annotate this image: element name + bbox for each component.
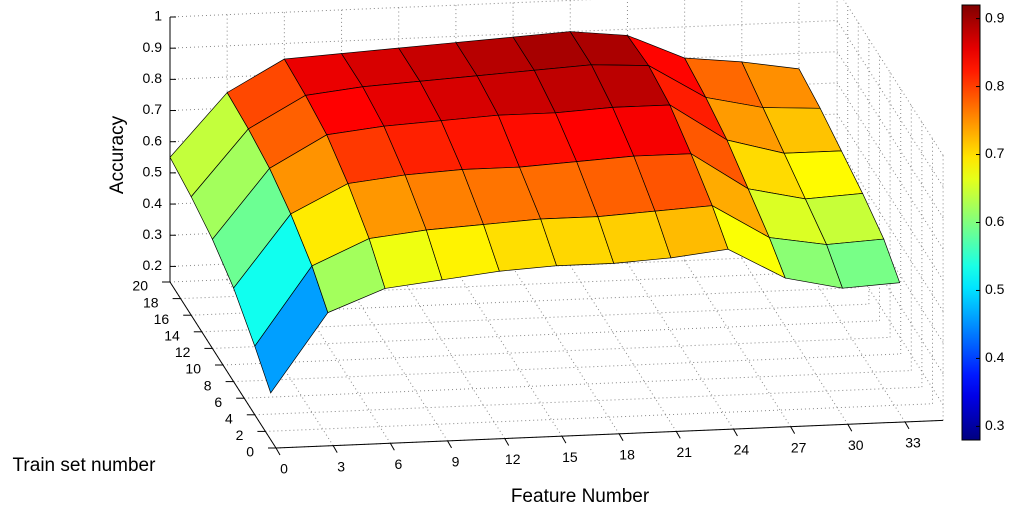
x-tick bbox=[675, 431, 681, 439]
x-tick-label: 24 bbox=[734, 442, 750, 458]
y-tick-label: 6 bbox=[214, 394, 222, 410]
x-tick-label: 15 bbox=[562, 449, 578, 465]
grid-line bbox=[627, 262, 734, 430]
y-tick-label: 14 bbox=[164, 328, 180, 344]
x-tick bbox=[447, 440, 452, 449]
x-tick bbox=[504, 438, 510, 446]
y-tick-label: 12 bbox=[175, 344, 191, 360]
y-axis-label: Train set number bbox=[13, 455, 157, 476]
x-tick bbox=[733, 428, 738, 437]
grid-line bbox=[341, 274, 448, 442]
z-tick-label: 0.3 bbox=[143, 226, 163, 242]
x-tick-label: 0 bbox=[280, 461, 288, 477]
y-tick-label: 18 bbox=[143, 294, 159, 310]
x-tick-label: 27 bbox=[791, 439, 807, 455]
y-tick-label: 0 bbox=[246, 444, 254, 460]
grid-line bbox=[836, 51, 944, 218]
x-tick-label: 9 bbox=[452, 454, 460, 470]
x-axis bbox=[275, 419, 944, 449]
grid-line bbox=[455, 269, 563, 437]
x-tick bbox=[847, 424, 853, 432]
grid-line bbox=[684, 260, 792, 427]
grid-line bbox=[201, 303, 869, 333]
x-tick bbox=[904, 421, 910, 430]
x-tick bbox=[389, 443, 395, 451]
x-tick-label: 21 bbox=[676, 444, 692, 460]
grid-line bbox=[836, 20, 944, 187]
colorbar-tick-label: 0.3 bbox=[985, 417, 1005, 433]
grid-line bbox=[836, 144, 944, 312]
x-tick bbox=[790, 426, 796, 434]
z-tick-label: 0.8 bbox=[143, 70, 163, 86]
grid-line bbox=[836, 113, 944, 281]
x-axis-label: Feature Number bbox=[511, 486, 650, 507]
z-tick-label: 0.9 bbox=[143, 39, 163, 55]
z-tick-label: 0.7 bbox=[143, 101, 163, 117]
grid-line bbox=[254, 386, 922, 416]
colorbar-tick-label: 0.7 bbox=[985, 145, 1005, 161]
x-tick-label: 33 bbox=[905, 435, 921, 451]
grid-line bbox=[169, 0, 593, 18]
z-axis-label: Accuracy bbox=[107, 115, 128, 194]
colorbar-tick-label: 0.5 bbox=[985, 281, 1005, 297]
grid-line bbox=[244, 370, 912, 399]
y-tick-label: 4 bbox=[225, 411, 233, 427]
x-tick-label: 12 bbox=[505, 451, 521, 467]
grid-line bbox=[512, 267, 620, 435]
grid-line bbox=[233, 353, 901, 383]
colorbar-tick-label: 0.6 bbox=[985, 213, 1005, 229]
x-tick-label: 30 bbox=[848, 437, 864, 453]
y-tick-label: 20 bbox=[132, 278, 148, 294]
y-tick-label: 10 bbox=[185, 361, 201, 377]
grid-line bbox=[169, 253, 838, 283]
z-tick-label: 0.2 bbox=[143, 257, 163, 273]
grid-line bbox=[222, 336, 891, 366]
grid-line bbox=[180, 270, 848, 300]
x-tick-label: 18 bbox=[619, 446, 635, 462]
colorbar-tick-label: 0.8 bbox=[985, 77, 1005, 93]
colorbar-tick-label: 0.4 bbox=[985, 349, 1005, 365]
grid-line bbox=[569, 265, 677, 432]
grid-line bbox=[843, 0, 944, 156]
grid-line bbox=[398, 272, 506, 439]
x-tick-label: 6 bbox=[394, 456, 402, 472]
z-tick-label: 0.4 bbox=[143, 195, 163, 211]
surface-patch bbox=[826, 238, 901, 289]
z-tick-label: 1 bbox=[154, 8, 162, 24]
grid-line bbox=[212, 320, 880, 349]
grid-line bbox=[191, 287, 859, 316]
colorbar-tick-label: 0.9 bbox=[985, 9, 1005, 25]
y-tick-label: 8 bbox=[204, 377, 212, 393]
x-tick bbox=[561, 435, 567, 444]
grid-line bbox=[169, 51, 838, 80]
y-tick-label: 16 bbox=[154, 311, 170, 327]
grid-line bbox=[169, 20, 838, 49]
x-tick bbox=[332, 445, 338, 453]
x-tick bbox=[275, 447, 281, 456]
x-tick-label: 3 bbox=[337, 458, 345, 474]
x-tick bbox=[618, 433, 624, 442]
z-tick-label: 0.6 bbox=[143, 132, 163, 148]
grid-line bbox=[265, 403, 933, 432]
y-tick-label: 2 bbox=[236, 427, 244, 443]
grid-line bbox=[741, 258, 849, 425]
grid-line bbox=[836, 82, 944, 250]
z-tick-label: 0.5 bbox=[143, 164, 163, 180]
